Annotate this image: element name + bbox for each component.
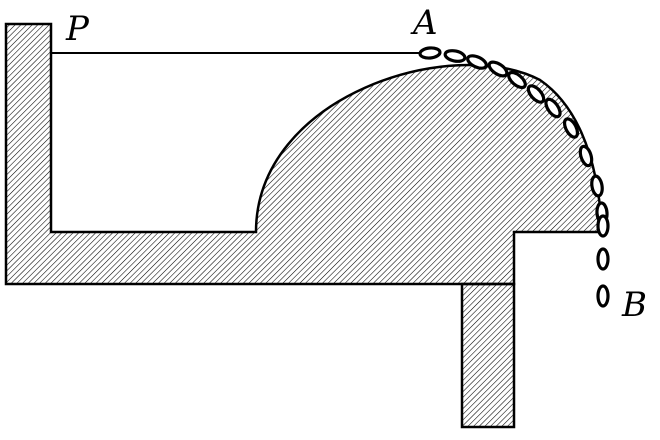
label-p: P bbox=[65, 9, 90, 49]
chain-link bbox=[443, 49, 467, 63]
chain-link bbox=[507, 70, 527, 90]
chain-link bbox=[578, 144, 594, 168]
chain-link bbox=[544, 97, 562, 119]
chain-link bbox=[596, 284, 610, 308]
chain-link bbox=[596, 247, 610, 271]
label-a: A bbox=[410, 3, 438, 43]
chain bbox=[418, 46, 610, 308]
chain-link bbox=[596, 214, 610, 238]
support-leg bbox=[460, 282, 516, 429]
chain-link bbox=[526, 84, 546, 104]
chain-link bbox=[487, 60, 509, 78]
support-block bbox=[4, 22, 604, 286]
chain-link bbox=[466, 54, 488, 70]
label-b: B bbox=[621, 285, 647, 325]
chain-link bbox=[418, 46, 442, 60]
chain-link bbox=[562, 117, 580, 139]
chain-link bbox=[590, 174, 604, 198]
